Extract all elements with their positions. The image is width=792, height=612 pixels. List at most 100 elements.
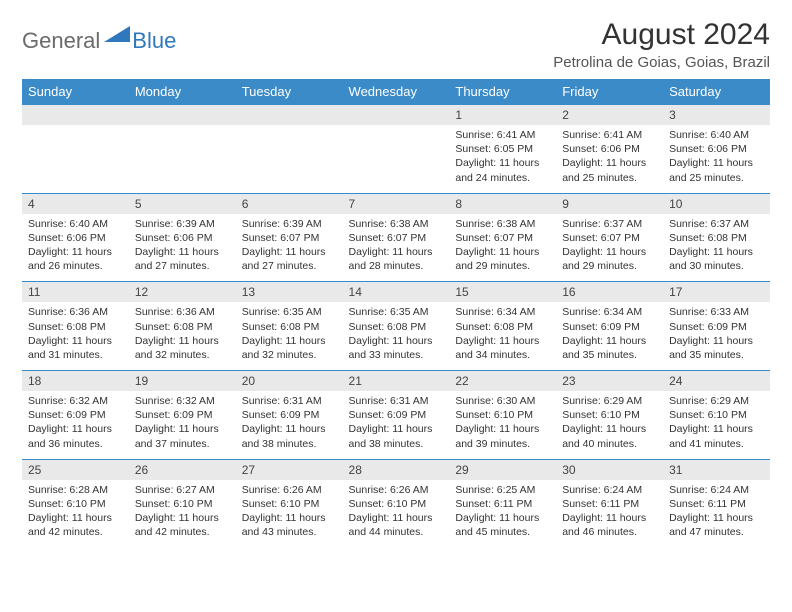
day-number: 11 xyxy=(22,282,129,302)
day-content: Sunrise: 6:40 AMSunset: 6:06 PMDaylight:… xyxy=(22,214,129,282)
day-number: 13 xyxy=(236,282,343,302)
dow-friday: Friday xyxy=(556,79,663,105)
day-number: 28 xyxy=(343,460,450,480)
day-cell: 7Sunrise: 6:38 AMSunset: 6:07 PMDaylight… xyxy=(343,193,450,282)
day-content: Sunrise: 6:24 AMSunset: 6:11 PMDaylight:… xyxy=(556,480,663,548)
day-number: 27 xyxy=(236,460,343,480)
day-cell: 20Sunrise: 6:31 AMSunset: 6:09 PMDayligh… xyxy=(236,371,343,460)
day-number xyxy=(129,105,236,125)
day-number: 19 xyxy=(129,371,236,391)
day-content: Sunrise: 6:31 AMSunset: 6:09 PMDaylight:… xyxy=(343,391,450,459)
day-number: 12 xyxy=(129,282,236,302)
day-cell: 27Sunrise: 6:26 AMSunset: 6:10 PMDayligh… xyxy=(236,459,343,547)
week-row: 11Sunrise: 6:36 AMSunset: 6:08 PMDayligh… xyxy=(22,282,770,371)
week-row: 1Sunrise: 6:41 AMSunset: 6:05 PMDaylight… xyxy=(22,105,770,194)
day-content xyxy=(343,125,450,173)
day-content: Sunrise: 6:35 AMSunset: 6:08 PMDaylight:… xyxy=(343,302,450,370)
calendar-table: Sunday Monday Tuesday Wednesday Thursday… xyxy=(22,79,770,547)
header: General Blue August 2024 Petrolina de Go… xyxy=(22,18,770,71)
day-content: Sunrise: 6:33 AMSunset: 6:09 PMDaylight:… xyxy=(663,302,770,370)
day-number: 14 xyxy=(343,282,450,302)
day-content: Sunrise: 6:32 AMSunset: 6:09 PMDaylight:… xyxy=(22,391,129,459)
day-content: Sunrise: 6:40 AMSunset: 6:06 PMDaylight:… xyxy=(663,125,770,193)
dow-tuesday: Tuesday xyxy=(236,79,343,105)
day-cell: 21Sunrise: 6:31 AMSunset: 6:09 PMDayligh… xyxy=(343,371,450,460)
day-number: 30 xyxy=(556,460,663,480)
day-content: Sunrise: 6:28 AMSunset: 6:10 PMDaylight:… xyxy=(22,480,129,548)
day-number: 23 xyxy=(556,371,663,391)
logo-text-blue: Blue xyxy=(132,28,176,54)
day-cell: 10Sunrise: 6:37 AMSunset: 6:08 PMDayligh… xyxy=(663,193,770,282)
day-content: Sunrise: 6:29 AMSunset: 6:10 PMDaylight:… xyxy=(663,391,770,459)
day-number: 7 xyxy=(343,194,450,214)
day-content: Sunrise: 6:37 AMSunset: 6:07 PMDaylight:… xyxy=(556,214,663,282)
day-number: 2 xyxy=(556,105,663,125)
day-number: 18 xyxy=(22,371,129,391)
day-cell: 4Sunrise: 6:40 AMSunset: 6:06 PMDaylight… xyxy=(22,193,129,282)
day-number: 8 xyxy=(449,194,556,214)
calendar-body: 1Sunrise: 6:41 AMSunset: 6:05 PMDaylight… xyxy=(22,105,770,548)
day-content: Sunrise: 6:25 AMSunset: 6:11 PMDaylight:… xyxy=(449,480,556,548)
day-number xyxy=(236,105,343,125)
day-number: 31 xyxy=(663,460,770,480)
day-content: Sunrise: 6:34 AMSunset: 6:09 PMDaylight:… xyxy=(556,302,663,370)
day-number xyxy=(343,105,450,125)
day-number: 21 xyxy=(343,371,450,391)
logo-text-general: General xyxy=(22,28,100,54)
logo-triangle-icon xyxy=(104,24,130,47)
day-number: 26 xyxy=(129,460,236,480)
day-content: Sunrise: 6:24 AMSunset: 6:11 PMDaylight:… xyxy=(663,480,770,548)
day-content xyxy=(22,125,129,173)
day-cell: 22Sunrise: 6:30 AMSunset: 6:10 PMDayligh… xyxy=(449,371,556,460)
day-cell: 29Sunrise: 6:25 AMSunset: 6:11 PMDayligh… xyxy=(449,459,556,547)
day-cell: 12Sunrise: 6:36 AMSunset: 6:08 PMDayligh… xyxy=(129,282,236,371)
day-number: 1 xyxy=(449,105,556,125)
day-cell: 2Sunrise: 6:41 AMSunset: 6:06 PMDaylight… xyxy=(556,105,663,194)
day-cell: 14Sunrise: 6:35 AMSunset: 6:08 PMDayligh… xyxy=(343,282,450,371)
day-cell: 30Sunrise: 6:24 AMSunset: 6:11 PMDayligh… xyxy=(556,459,663,547)
day-number xyxy=(22,105,129,125)
day-content: Sunrise: 6:39 AMSunset: 6:06 PMDaylight:… xyxy=(129,214,236,282)
day-number: 22 xyxy=(449,371,556,391)
day-cell xyxy=(129,105,236,194)
week-row: 4Sunrise: 6:40 AMSunset: 6:06 PMDaylight… xyxy=(22,193,770,282)
day-number: 20 xyxy=(236,371,343,391)
day-cell: 18Sunrise: 6:32 AMSunset: 6:09 PMDayligh… xyxy=(22,371,129,460)
day-cell: 19Sunrise: 6:32 AMSunset: 6:09 PMDayligh… xyxy=(129,371,236,460)
day-cell: 3Sunrise: 6:40 AMSunset: 6:06 PMDaylight… xyxy=(663,105,770,194)
week-row: 18Sunrise: 6:32 AMSunset: 6:09 PMDayligh… xyxy=(22,371,770,460)
day-number: 5 xyxy=(129,194,236,214)
day-number: 4 xyxy=(22,194,129,214)
day-cell: 1Sunrise: 6:41 AMSunset: 6:05 PMDaylight… xyxy=(449,105,556,194)
day-number: 29 xyxy=(449,460,556,480)
day-cell: 13Sunrise: 6:35 AMSunset: 6:08 PMDayligh… xyxy=(236,282,343,371)
day-cell: 16Sunrise: 6:34 AMSunset: 6:09 PMDayligh… xyxy=(556,282,663,371)
day-cell: 24Sunrise: 6:29 AMSunset: 6:10 PMDayligh… xyxy=(663,371,770,460)
day-cell: 6Sunrise: 6:39 AMSunset: 6:07 PMDaylight… xyxy=(236,193,343,282)
month-title: August 2024 xyxy=(553,18,770,52)
day-content: Sunrise: 6:29 AMSunset: 6:10 PMDaylight:… xyxy=(556,391,663,459)
day-content: Sunrise: 6:38 AMSunset: 6:07 PMDaylight:… xyxy=(343,214,450,282)
day-content: Sunrise: 6:32 AMSunset: 6:09 PMDaylight:… xyxy=(129,391,236,459)
day-content: Sunrise: 6:36 AMSunset: 6:08 PMDaylight:… xyxy=(129,302,236,370)
day-content: Sunrise: 6:38 AMSunset: 6:07 PMDaylight:… xyxy=(449,214,556,282)
title-block: August 2024 Petrolina de Goias, Goias, B… xyxy=(553,18,770,71)
day-content: Sunrise: 6:41 AMSunset: 6:05 PMDaylight:… xyxy=(449,125,556,193)
day-cell xyxy=(22,105,129,194)
day-content: Sunrise: 6:27 AMSunset: 6:10 PMDaylight:… xyxy=(129,480,236,548)
day-cell xyxy=(236,105,343,194)
day-content xyxy=(236,125,343,173)
logo: General Blue xyxy=(22,24,176,57)
day-content: Sunrise: 6:36 AMSunset: 6:08 PMDaylight:… xyxy=(22,302,129,370)
dow-monday: Monday xyxy=(129,79,236,105)
day-content: Sunrise: 6:41 AMSunset: 6:06 PMDaylight:… xyxy=(556,125,663,193)
day-number: 17 xyxy=(663,282,770,302)
week-row: 25Sunrise: 6:28 AMSunset: 6:10 PMDayligh… xyxy=(22,459,770,547)
dow-row: Sunday Monday Tuesday Wednesday Thursday… xyxy=(22,79,770,105)
dow-sunday: Sunday xyxy=(22,79,129,105)
day-content: Sunrise: 6:26 AMSunset: 6:10 PMDaylight:… xyxy=(236,480,343,548)
day-cell xyxy=(343,105,450,194)
day-cell: 15Sunrise: 6:34 AMSunset: 6:08 PMDayligh… xyxy=(449,282,556,371)
day-cell: 9Sunrise: 6:37 AMSunset: 6:07 PMDaylight… xyxy=(556,193,663,282)
location: Petrolina de Goias, Goias, Brazil xyxy=(553,54,770,71)
